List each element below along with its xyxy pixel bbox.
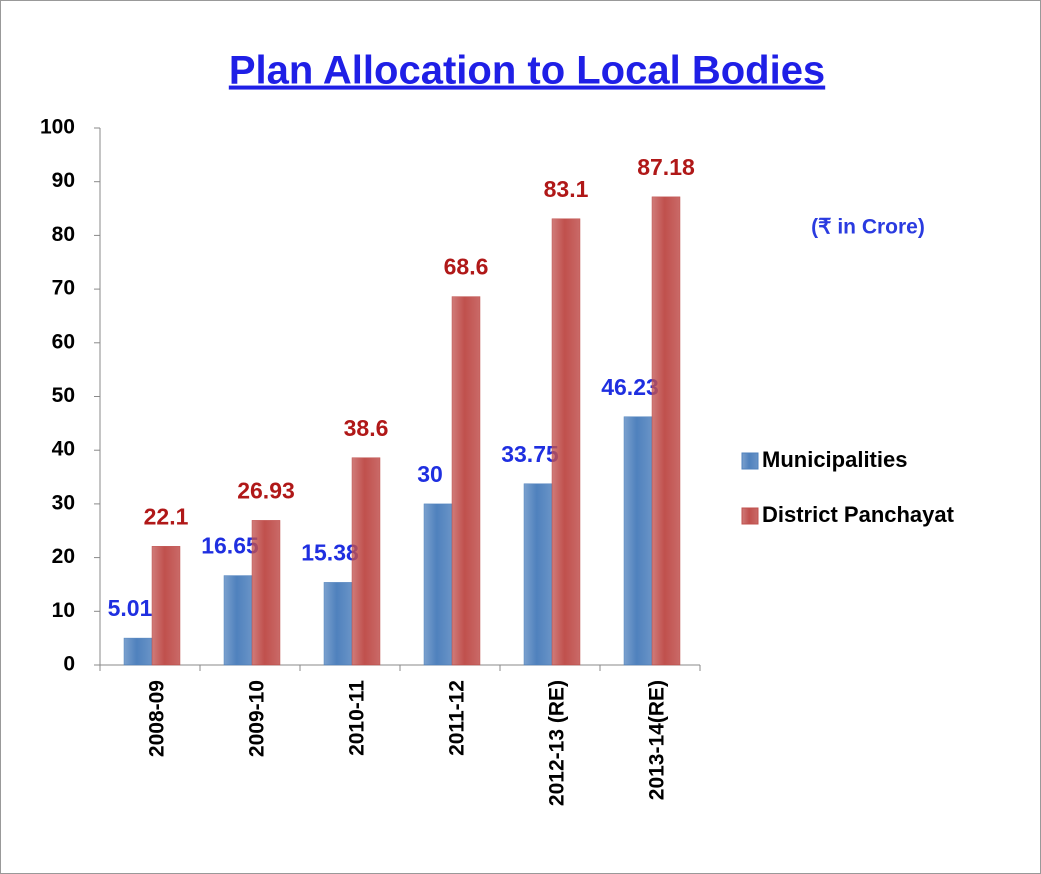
x-tick-label: 2010-11 [346,680,369,756]
bar [523,483,553,666]
bar [451,296,481,666]
bar [151,546,181,666]
data-label: 5.01 [108,595,153,621]
y-tick-label: 80 [52,223,75,246]
y-tick-label: 10 [52,599,75,622]
y-tick-label: 100 [40,116,75,139]
legend-swatch [741,452,759,470]
data-label: 38.6 [344,415,389,441]
data-label: 33.75 [501,441,559,467]
data-label: 15.38 [301,539,359,565]
y-tick-label: 60 [52,330,75,353]
data-label: 87.18 [637,154,695,180]
bar [623,416,653,666]
x-tick-label: 2013-14(RE) [646,680,669,800]
data-label: 68.6 [444,254,489,280]
annotation: (₹ in Crore) [811,216,925,239]
data-label: 30 [417,461,443,487]
legend-label: District Panchayat [762,502,955,527]
x-tick-label: 2009-10 [246,680,269,757]
y-tick-label: 50 [52,384,75,407]
bar [651,196,681,666]
x-tick-label: 2011-12 [446,680,469,756]
data-label: 26.93 [237,477,295,503]
bar [351,457,381,666]
y-tick-label: 30 [52,491,75,514]
bar [323,582,353,666]
bar [223,575,253,666]
legend-label: Municipalities [762,447,907,472]
data-label: 46.23 [601,374,659,400]
y-tick-label: 0 [63,653,75,676]
y-tick-label: 40 [52,438,75,461]
bar [423,503,453,666]
x-tick-label: 2012-13 (RE) [546,680,569,806]
data-label: 16.65 [201,533,259,559]
bar [123,637,153,666]
data-label: 22.1 [144,503,189,529]
bar [551,218,581,666]
x-tick-label: 2008-09 [146,680,169,757]
legend-swatch [741,507,759,525]
chart-title: Plan Allocation to Local Bodies [229,49,825,93]
bar [251,520,281,666]
y-tick-label: 20 [52,545,75,568]
y-tick-label: 90 [52,169,75,192]
y-tick-label: 70 [52,277,75,300]
data-label: 83.1 [544,176,589,202]
